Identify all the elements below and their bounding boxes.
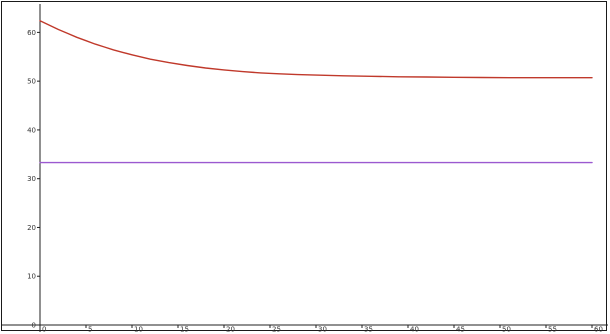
x-tick-label: 50 [502,326,511,333]
x-tick-label: 30 [318,326,327,333]
x-tick-label: 25 [272,326,281,333]
ticks: 0 10 20 30 40 50 60 0 5 10 15 20 25 30 35 40 45 50 55 60 [27,29,603,332]
x-tick-label: 10 [134,326,143,333]
series-layer [39,20,593,164]
x-tick-label: 55 [548,326,557,333]
y-tick-label: 0 [32,322,36,330]
x-tick-label: 0 [42,326,46,333]
y-tick-label: 60 [27,29,36,37]
axes [2,4,608,332]
series-line-1 [39,20,593,79]
y-tick-label: 10 [27,273,36,281]
x-tick-label: 15 [180,326,189,333]
y-tick-label: 50 [27,78,36,86]
x-tick-label: 5 [88,326,92,333]
x-tick-label: 35 [364,326,373,333]
y-tick-label: 20 [27,224,36,232]
y-tick-label: 30 [27,175,36,183]
x-tick-label: 60 [594,326,603,333]
x-tick-label: 45 [456,326,465,333]
x-tick-label: 20 [226,326,235,333]
x-tick-label: 40 [410,326,419,333]
y-tick-label: 40 [27,126,36,134]
